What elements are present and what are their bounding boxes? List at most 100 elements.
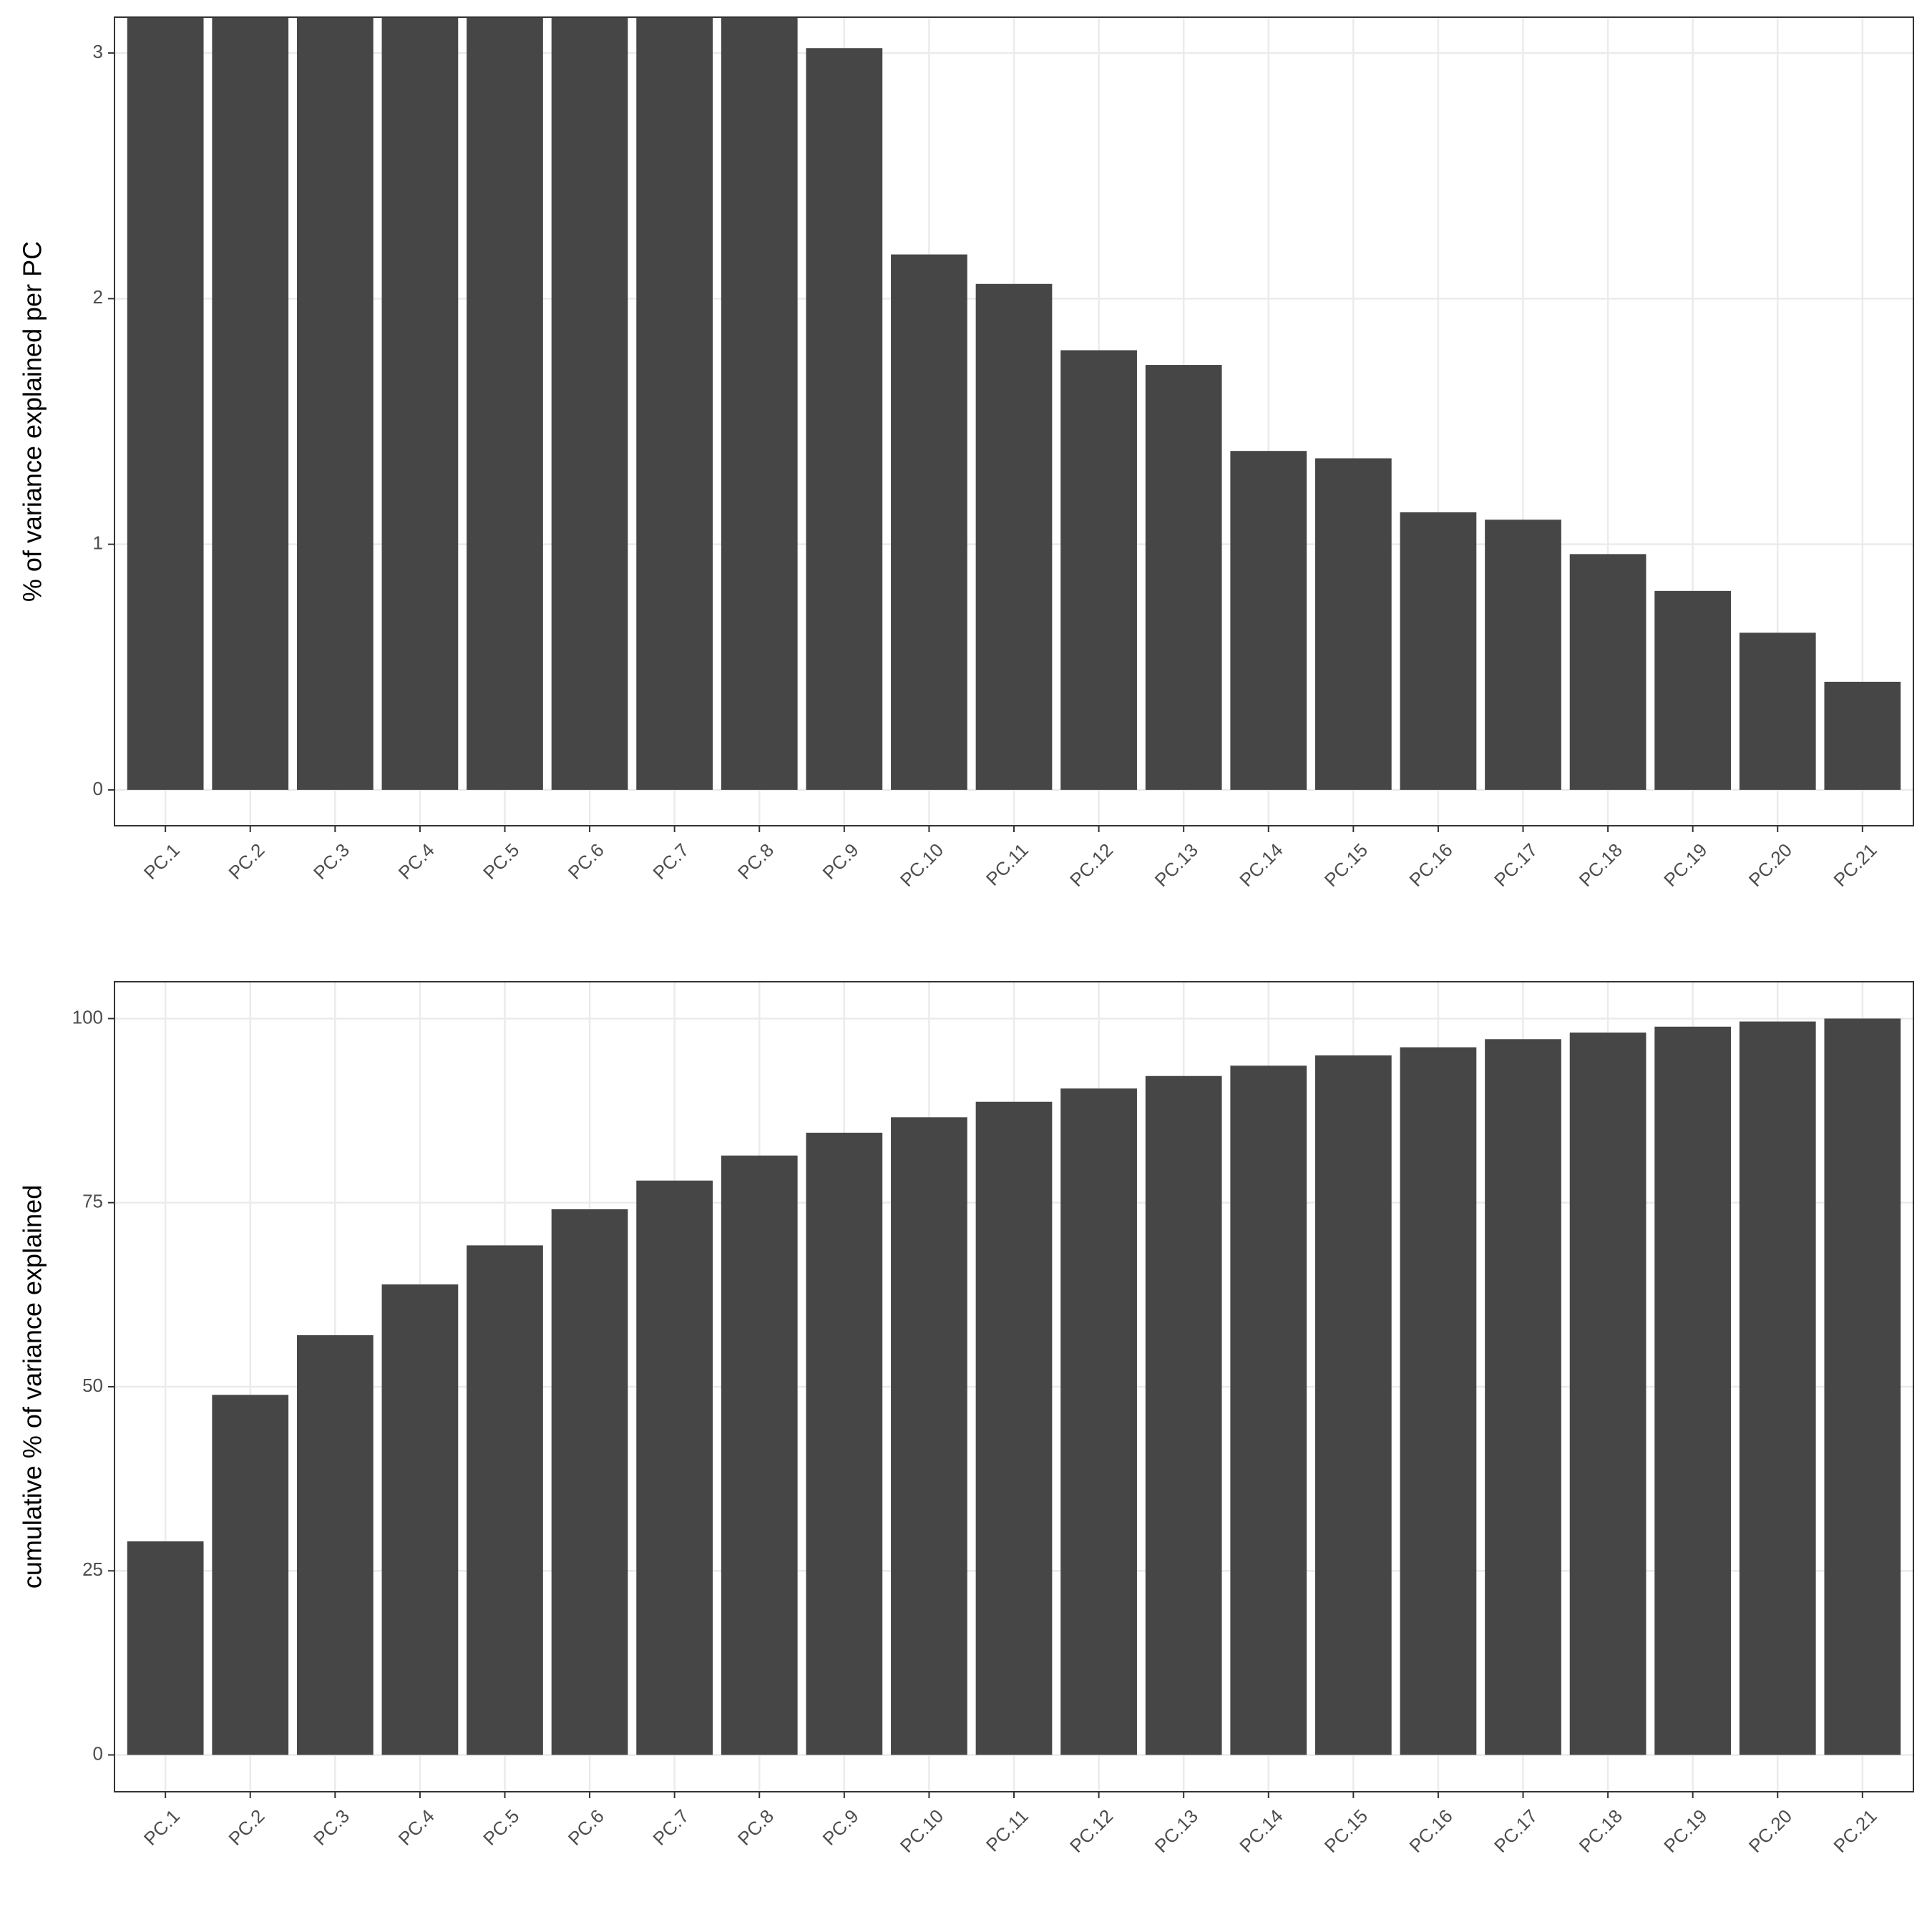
panel-border [114,16,1914,826]
x-tick-label: PC.3 [309,1805,353,1850]
bar [806,1132,883,1755]
x-tick-label: PC.19 [1659,1805,1711,1857]
bar [1230,451,1307,790]
bar [381,17,459,790]
y-tick-label: 0 [93,778,103,799]
x-tick-label: PC.4 [394,839,439,884]
bar [975,1101,1053,1755]
bar [1400,1047,1477,1755]
x-tick-label: PC.15 [1320,1805,1372,1857]
bar [1739,1021,1816,1755]
y-axis-title: cumulative % of variance explained [18,1185,47,1589]
y-tick-label: 2 [93,286,103,308]
bar [551,1209,628,1755]
x-tick-label: PC.13 [1151,1805,1202,1857]
bar [1145,1075,1222,1755]
bar [1824,1018,1901,1755]
x-tick-label: PC.12 [1065,1805,1117,1857]
x-tick-label: PC.18 [1575,1805,1626,1857]
bar [296,17,374,790]
x-tick-label: PC.8 [733,1805,778,1850]
x-tick-label: PC.9 [819,839,863,884]
x-tick-label: PC.6 [564,839,608,884]
x-tick-label: PC.1 [140,839,184,884]
x-tick-label: PC.19 [1659,839,1711,891]
bar [1824,681,1901,790]
y-tick-label: 0 [93,1742,103,1764]
x-tick-label: PC.20 [1745,1805,1796,1857]
bar [1654,1026,1732,1755]
y-tick-label: 1 [93,532,103,554]
x-tick-label: PC.12 [1065,839,1117,891]
x-tick-label: PC.3 [309,839,353,884]
bar [891,254,967,790]
x-tick-label: PC.18 [1575,839,1626,891]
bar [127,17,204,790]
x-tick-label: PC.2 [224,1805,268,1850]
x-tick-label: PC.7 [648,839,693,884]
bar [467,1245,543,1755]
x-tick-label: PC.13 [1151,839,1202,891]
y-axis-title: % of variance explained per PC [18,241,47,602]
bar [975,283,1053,790]
bar [1400,512,1477,790]
bar [721,1155,798,1755]
x-tick-label: PC.11 [982,839,1033,890]
bar [1485,519,1561,790]
y-tick-label: 50 [82,1375,103,1396]
x-tick-label: PC.2 [224,839,268,884]
x-tick-label: PC.15 [1320,839,1372,891]
y-tick-label: 100 [72,1006,103,1028]
x-tick-label: PC.7 [648,1805,693,1850]
x-tick-label: PC.21 [1829,1805,1880,1857]
bar [891,1117,967,1755]
panel [114,982,1913,1792]
bar [1060,1088,1137,1755]
y-tick-label: 75 [82,1191,103,1212]
x-tick-label: PC.5 [479,1805,523,1850]
x-tick-label: PC.1 [140,1805,184,1850]
bar [1145,365,1222,790]
x-tick-label: PC.16 [1405,839,1456,891]
bar [212,1395,289,1755]
x-tick-label: PC.21 [1829,839,1880,891]
bar [1314,1055,1392,1755]
x-tick-label: PC.9 [819,1805,863,1850]
x-tick-label: PC.10 [896,1805,947,1857]
panel-border [114,981,1914,1792]
bar [721,17,798,790]
bar [1314,458,1392,790]
panel [114,17,1913,826]
y-tick-label: 25 [82,1558,103,1580]
x-tick-label: PC.20 [1745,839,1796,891]
bar [1569,554,1646,790]
bar [467,17,543,790]
bar [636,1180,713,1755]
bar [127,1541,204,1755]
bar [1569,1033,1646,1755]
bar [381,1284,459,1755]
x-tick-label: PC.6 [564,1805,608,1850]
x-tick-label: PC.11 [982,1805,1033,1856]
bar [551,17,628,790]
x-tick-label: PC.14 [1235,1805,1287,1857]
bar [1739,633,1816,790]
bar [296,1335,374,1755]
bar [1060,350,1137,790]
x-tick-label: PC.10 [896,839,947,891]
bar [1485,1039,1561,1755]
x-tick-label: PC.5 [479,839,523,884]
x-tick-label: PC.16 [1405,1805,1456,1857]
bar [806,48,883,790]
y-tick-label: 3 [93,41,103,62]
x-tick-label: PC.14 [1235,839,1287,891]
bar [636,17,713,790]
x-tick-label: PC.8 [733,839,778,884]
bar [1230,1065,1307,1755]
x-tick-label: PC.4 [394,1805,439,1850]
x-tick-label: PC.17 [1490,1805,1541,1857]
x-tick-label: PC.17 [1490,839,1541,891]
bar [1654,590,1732,790]
bar [212,17,289,790]
